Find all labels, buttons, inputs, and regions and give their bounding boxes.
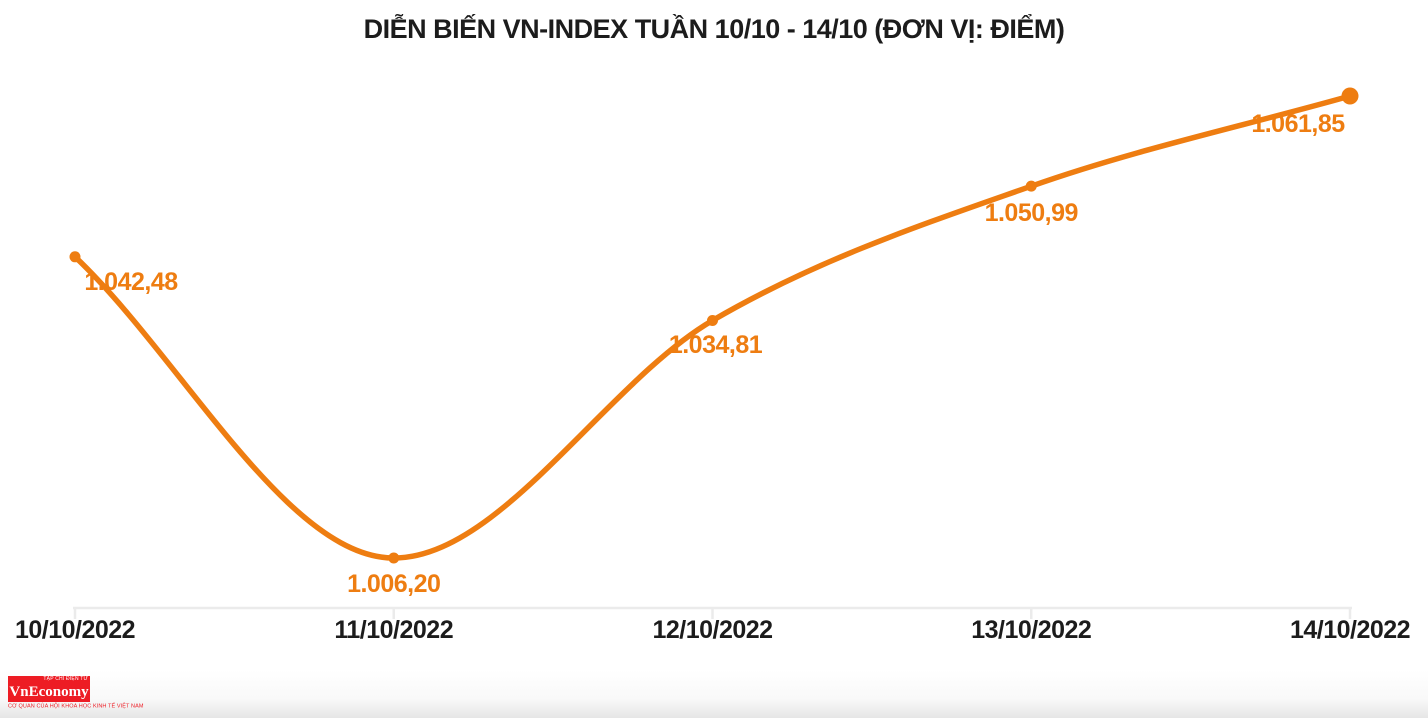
vneconomy-logo: TẠP CHÍ ĐIỆN TỬ VnEconomy CƠ QUAN CỦA HỘ… — [8, 676, 144, 710]
data-point — [388, 552, 400, 564]
point-value-label: 1.034,81 — [668, 331, 763, 360]
data-point — [69, 251, 81, 263]
x-axis-label: 14/10/2022 — [1289, 616, 1411, 644]
logo-tagline: CƠ QUAN CỦA HỘI KHOA HỌC KINH TẾ VIỆT NA… — [8, 704, 144, 710]
logo-top-text: TẠP CHÍ ĐIỆN TỬ — [43, 676, 88, 682]
data-point — [1025, 180, 1037, 192]
point-value-label: 1.061,85 — [1251, 110, 1345, 138]
data-point — [1341, 87, 1359, 105]
point-value-label: 1.042,48 — [84, 267, 178, 296]
x-axis-label: 12/10/2022 — [652, 616, 773, 644]
x-axis-label: 10/10/2022 — [14, 616, 136, 644]
logo-name: VnEconomy — [9, 684, 89, 700]
x-axis-label: 13/10/2022 — [971, 616, 1092, 644]
vnindex-line — [72, 93, 1353, 561]
point-value-label: 1.006,20 — [347, 570, 441, 598]
point-value-label: 1.050,99 — [984, 199, 1079, 228]
x-axis-label: 11/10/2022 — [334, 616, 454, 644]
chart-title: DIỄN BIẾN VN-INDEX TUẦN 10/10 - 14/10 (Đ… — [363, 14, 1065, 44]
vneconomy-logo-box: TẠP CHÍ ĐIỆN TỬ VnEconomy — [8, 676, 90, 702]
bottom-fade — [0, 670, 1428, 718]
data-point — [707, 314, 718, 326]
